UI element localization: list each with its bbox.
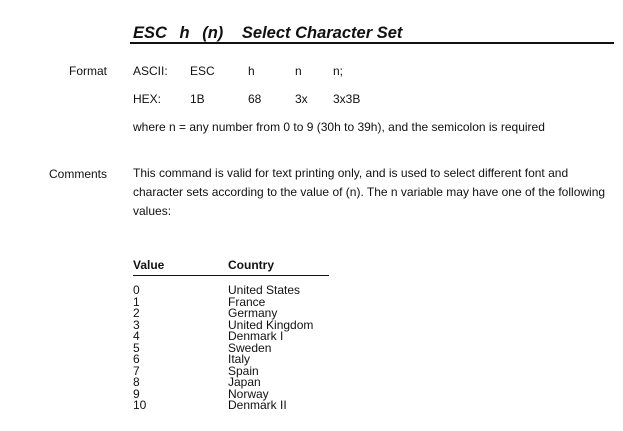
- value-cell: 6: [133, 352, 140, 366]
- title-command: ESC: [133, 24, 167, 42]
- country-cell: Denmark I: [228, 329, 284, 343]
- table-row: 10 Denmark II: [133, 398, 433, 412]
- ascii-label: ASCII:: [133, 64, 168, 78]
- country-table: 0 United States 1 France 2 Germany 3 United Kin…: [133, 283, 433, 412]
- country-cell: Japan: [228, 375, 261, 389]
- country-cell: United Kingdom: [228, 317, 314, 332]
- value-cell: 5: [133, 340, 140, 355]
- country-cell: Denmark II: [228, 398, 287, 412]
- table-header-value: Value: [133, 258, 165, 272]
- hex-68: 68: [248, 92, 262, 106]
- ascii-h: h: [248, 64, 255, 78]
- table-header-rule: [133, 275, 329, 276]
- table-row: 7 Spain: [133, 363, 433, 378]
- table-row: 5 Sweden: [133, 340, 433, 355]
- table-row: 0 United States: [133, 283, 433, 297]
- ascii-esc: ESC: [190, 64, 215, 78]
- title-param: (n): [202, 24, 224, 42]
- value-cell: 0: [133, 283, 140, 297]
- country-cell: Italy: [228, 352, 251, 366]
- table-row: 1 France: [133, 294, 433, 309]
- value-cell: 4: [133, 329, 140, 343]
- table-row: 2 Germany: [133, 306, 433, 320]
- value-cell: 8: [133, 375, 140, 389]
- format-label: Format: [68, 64, 107, 78]
- value-cell: 9: [133, 386, 140, 401]
- table-row: 3 United Kingdom: [133, 317, 433, 332]
- value-cell: 7: [133, 363, 140, 378]
- table-row: 8 Japan: [133, 375, 433, 389]
- hex-1b: 1B: [190, 92, 205, 106]
- comments-text: This command is valid for text printing …: [133, 166, 606, 218]
- table-row: 9 Norway: [133, 386, 433, 401]
- hex-label: HEX:: [133, 92, 162, 106]
- value-cell: 2: [133, 306, 140, 320]
- title-text: Select Character Set: [241, 24, 403, 42]
- table-row: 6 Italy: [133, 352, 433, 366]
- title-rule: [130, 42, 614, 44]
- country-cell: Norway: [228, 386, 269, 401]
- section-title: ESC h (n) Select Character Set: [133, 24, 410, 43]
- title-letter: h: [179, 24, 190, 42]
- comments-label: Comments: [48, 167, 107, 181]
- country-cell: France: [228, 294, 266, 309]
- country-cell: United States: [228, 283, 301, 297]
- table-row: 4 Denmark I: [133, 329, 433, 343]
- country-cell: Germany: [228, 306, 278, 320]
- table-header-country: Country: [228, 258, 274, 272]
- hex-3x: 3x: [295, 92, 308, 106]
- value-cell: 1: [133, 294, 140, 309]
- ascii-n: n: [295, 64, 302, 78]
- country-cell: Sweden: [228, 340, 272, 355]
- value-cell: 3: [133, 317, 140, 332]
- hex-3x3b: 3x3B: [333, 92, 361, 106]
- ascii-n-semicolon: n;: [333, 64, 344, 78]
- value-cell: 10: [133, 398, 147, 412]
- country-cell: Spain: [228, 363, 259, 378]
- format-note: where n = any number from 0 to 9 (30h to…: [133, 120, 545, 134]
